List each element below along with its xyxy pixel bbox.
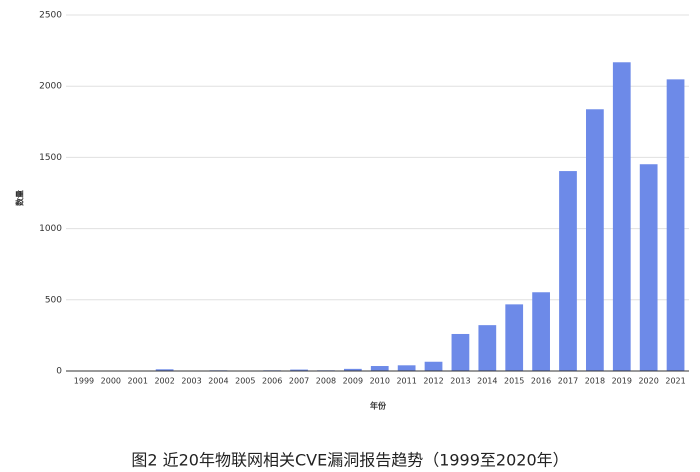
bar — [532, 292, 550, 371]
x-tick-label: 2006 — [262, 377, 282, 386]
x-tick-label: 2010 — [370, 377, 390, 386]
y-tick-label: 2500 — [39, 11, 62, 21]
x-tick-label: 2021 — [665, 377, 685, 386]
bar — [343, 368, 362, 371]
x-axis-label: 年份 — [370, 401, 387, 411]
x-tick-label: 2020 — [638, 377, 658, 386]
x-tick-label: 2017 — [558, 377, 578, 386]
y-tick-label: 1000 — [39, 224, 62, 234]
y-axis-label: 数量 — [15, 190, 25, 206]
x-tick-label: 2004 — [208, 377, 228, 386]
y-tick-label: 2000 — [39, 82, 62, 92]
bar — [397, 365, 416, 371]
y-tick-label: 0 — [56, 367, 62, 377]
bar — [586, 109, 604, 371]
bar — [424, 361, 443, 371]
x-tick-label: 2016 — [531, 377, 551, 386]
y-tick-label: 1500 — [39, 153, 62, 163]
x-tick-label: 2019 — [612, 377, 632, 386]
bar — [612, 62, 631, 372]
bar — [451, 333, 470, 371]
x-tick-label: 1999 — [74, 377, 94, 386]
bar — [639, 164, 658, 371]
bar — [155, 369, 174, 371]
x-tick-label: 2003 — [181, 377, 201, 386]
x-tick-label: 2007 — [289, 377, 309, 386]
x-tick-label: 2001 — [128, 377, 148, 386]
x-tick-label: 2008 — [316, 377, 336, 386]
bar — [559, 171, 577, 371]
x-tick-label: 2012 — [423, 377, 443, 386]
y-tick-label: 500 — [45, 295, 62, 305]
x-tick-label: 2014 — [477, 377, 497, 386]
bar — [370, 366, 389, 371]
x-tick-label: 2005 — [235, 377, 255, 386]
caption: 图2 近20年物联网相关CVE漏洞报告趋势（1999至2020年） — [131, 451, 568, 470]
x-tick-label: 2011 — [396, 377, 416, 386]
bar — [505, 304, 524, 371]
x-tick-label: 2009 — [343, 377, 363, 386]
bar — [666, 79, 685, 371]
x-tick-label: 2015 — [504, 377, 524, 386]
x-tick-label: 2018 — [585, 377, 605, 386]
x-tick-label: 2013 — [450, 377, 470, 386]
x-tick-label: 2000 — [101, 377, 121, 386]
bar — [478, 325, 497, 371]
x-tick-label: 2002 — [154, 377, 174, 386]
bar — [290, 369, 308, 371]
